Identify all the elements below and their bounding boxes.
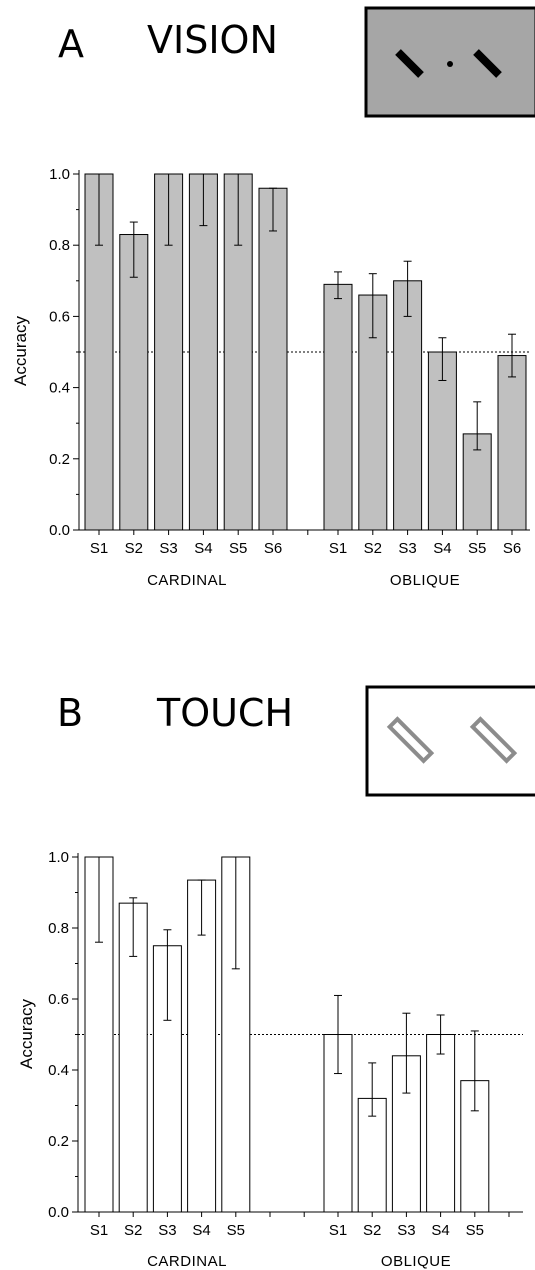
vision-bar-oblique-s1 bbox=[323, 283, 353, 531]
vision-right-bar bbox=[473, 49, 502, 78]
vision-x-tick-label: S4 bbox=[194, 540, 212, 557]
vision-y-tick-label: 0.0 bbox=[49, 522, 70, 539]
touch-y-tick-label: 0.2 bbox=[48, 1133, 69, 1150]
touch-x-tick-label: S4 bbox=[192, 1222, 210, 1239]
panel-a-letter: A bbox=[58, 22, 84, 66]
vision-x-tick-label: S3 bbox=[398, 540, 416, 557]
vision-fixation-dot bbox=[447, 61, 453, 67]
vision-chart: Accuracy CARDINAL OBLIQUE 0.0 0.2 0.4 0.6 0.… bbox=[11, 166, 530, 589]
touch-stimulus-inset bbox=[365, 685, 535, 797]
touch-x-tick-label: S2 bbox=[363, 1222, 381, 1239]
touch-x-tick-label: S2 bbox=[124, 1222, 142, 1239]
touch-inset-box bbox=[365, 685, 535, 797]
vision-x-tick-label: S1 bbox=[329, 540, 347, 557]
panel-a-title: VISION bbox=[147, 18, 278, 62]
touch-bar-cardinal-s1 bbox=[84, 856, 114, 1213]
vision-x-tick-label: S1 bbox=[90, 540, 108, 557]
panel-b-letter: B bbox=[57, 691, 83, 735]
vision-bar-cardinal-s4 bbox=[188, 173, 218, 531]
touch-x-tick-label: S3 bbox=[397, 1222, 415, 1239]
touch-x-tick-label: S5 bbox=[466, 1222, 484, 1239]
vision-y-tick-label: 0.2 bbox=[49, 451, 70, 468]
touch-y-tick-label: 0.4 bbox=[48, 1062, 69, 1079]
vision-x-tick-label: S2 bbox=[125, 540, 143, 557]
touch-y-axis-label: Accuracy bbox=[17, 999, 36, 1069]
vision-y-tick-label: 0.6 bbox=[49, 308, 70, 325]
vision-y-tick-label: 0.8 bbox=[49, 237, 70, 254]
vision-y-axis-label: Accuracy bbox=[11, 316, 30, 386]
touch-left-bar bbox=[386, 716, 435, 764]
panel-b-title: TOUCH bbox=[156, 691, 293, 735]
touch-chart: Accuracy CARDINAL OBLIQUE 0.0 0.2 0.4 0.6 0.… bbox=[17, 849, 523, 1270]
vision-stimulus-inset bbox=[364, 6, 535, 118]
vision-x-tick-label: S3 bbox=[159, 540, 177, 557]
touch-right-bar bbox=[469, 716, 518, 764]
vision-group-label-cardinal: CARDINAL bbox=[147, 572, 227, 589]
touch-x-tick-label: S3 bbox=[158, 1222, 176, 1239]
vision-y-tick-label: 1.0 bbox=[49, 166, 70, 183]
vision-x-tick-label: S6 bbox=[264, 540, 282, 557]
touch-bar-oblique-s4 bbox=[426, 1034, 456, 1213]
vision-bar-cardinal-s6 bbox=[258, 187, 288, 531]
touch-bar-oblique-s2 bbox=[357, 1097, 387, 1213]
touch-y-tick-label: 1.0 bbox=[48, 849, 69, 866]
touch-group-label-oblique: OBLIQUE bbox=[381, 1253, 451, 1270]
vision-x-tick-label: S4 bbox=[433, 540, 451, 557]
vision-x-tick-label: S2 bbox=[364, 540, 382, 557]
vision-x-tick-label: S5 bbox=[229, 540, 247, 557]
vision-x-tick-label: S5 bbox=[468, 540, 486, 557]
touch-group-label-cardinal: CARDINAL bbox=[147, 1253, 227, 1270]
touch-x-tick-label: S1 bbox=[90, 1222, 108, 1239]
touch-y-tick-label: 0.0 bbox=[48, 1204, 69, 1221]
touch-x-tick-label: S4 bbox=[431, 1222, 449, 1239]
vision-bar-oblique-s3 bbox=[393, 280, 423, 531]
vision-y-tick-label: 0.4 bbox=[49, 380, 70, 397]
touch-y-tick-label: 0.8 bbox=[48, 920, 69, 937]
vision-bar-cardinal-s2 bbox=[119, 234, 149, 531]
vision-left-bar bbox=[395, 49, 424, 78]
vision-x-tick-label: S6 bbox=[503, 540, 521, 557]
touch-x-tick-label: S5 bbox=[227, 1222, 245, 1239]
touch-x-tick-label: S1 bbox=[329, 1222, 347, 1239]
vision-group-label-oblique: OBLIQUE bbox=[390, 572, 460, 589]
touch-y-tick-label: 0.6 bbox=[48, 991, 69, 1008]
vision-bar-oblique-s6 bbox=[497, 355, 527, 531]
